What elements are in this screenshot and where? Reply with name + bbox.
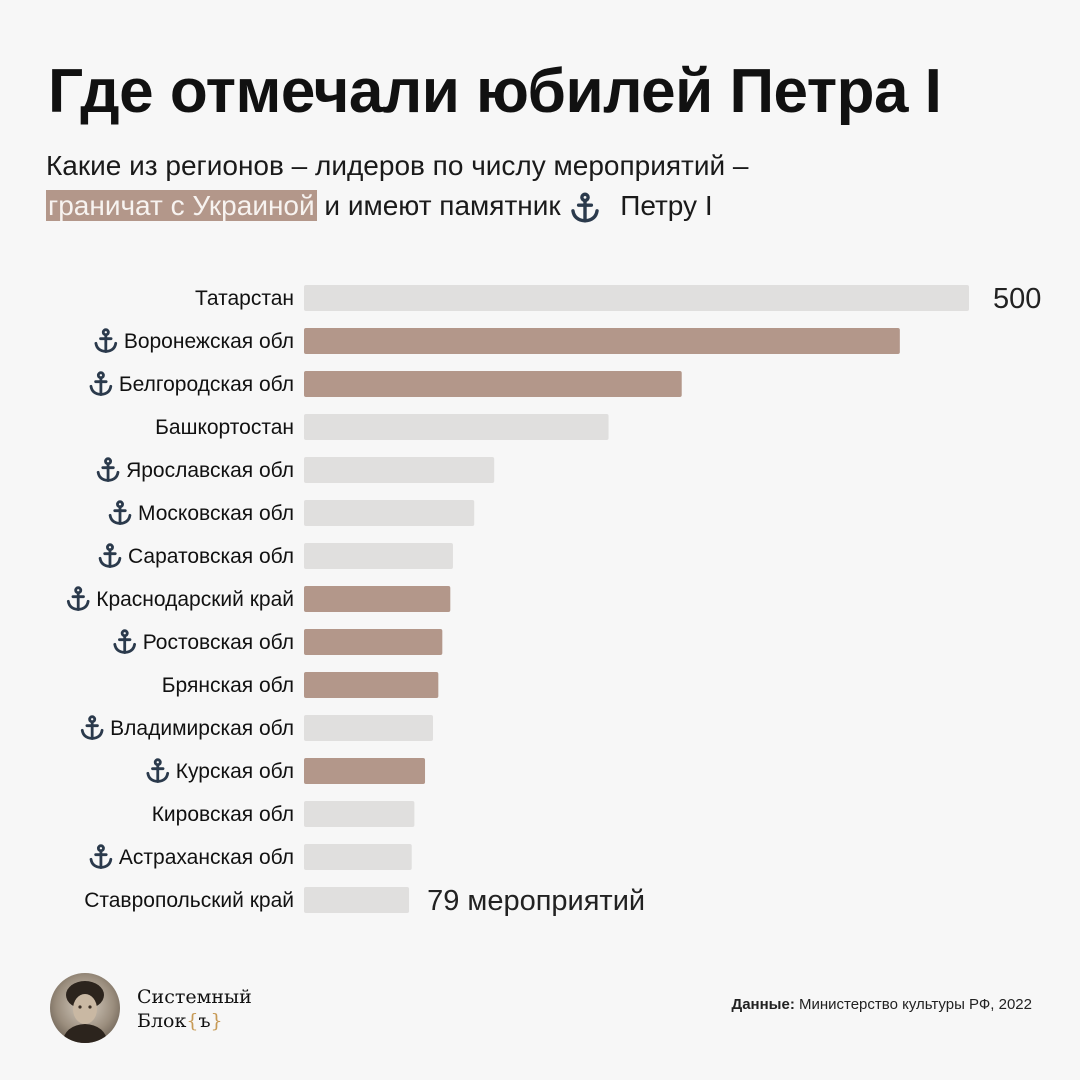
bar xyxy=(304,543,453,569)
source-label: Данные: xyxy=(731,996,795,1013)
bar xyxy=(304,715,434,741)
bar xyxy=(304,371,682,397)
data-label-min: 79 мероприятий xyxy=(427,885,645,917)
bar xyxy=(304,285,969,311)
category-label: Курская обл xyxy=(176,760,294,783)
brand-line-2: Блок{ъ} xyxy=(137,1009,252,1033)
category-label: Ярославская обл xyxy=(126,459,294,482)
category-label: Кировская обл xyxy=(152,803,294,826)
brand-line-1: Системный xyxy=(137,986,252,1008)
highlight-ukraine-border: граничат с Украиной xyxy=(46,190,317,221)
subtitle-end: Петру I xyxy=(620,190,713,221)
brand-letter: ъ xyxy=(198,1010,211,1032)
category-label: Брянская обл xyxy=(162,674,294,697)
chart-title: Где отмечали юбилей Петра I xyxy=(48,57,942,126)
bar xyxy=(304,629,443,655)
bar-chart: Татарстан Воронежская обл Белгородская обл… xyxy=(66,283,1041,917)
anchor-icon xyxy=(96,457,120,482)
bar xyxy=(304,758,426,784)
bar xyxy=(304,328,900,354)
category-label: Ростовская обл xyxy=(143,631,294,654)
category-label: Московская обл xyxy=(138,502,294,525)
subtitle-mid: и имеют памятник xyxy=(316,190,569,221)
bar xyxy=(304,414,609,440)
portrait-icon xyxy=(62,981,108,1043)
brand-brace-open: { xyxy=(186,1010,199,1032)
subtitle-line-1: Какие из регионов – лидеров по числу мер… xyxy=(46,150,749,181)
category-label: Белгородская обл xyxy=(119,373,294,396)
category-label: Краснодарский край xyxy=(96,588,294,611)
anchor-icon xyxy=(113,629,137,654)
anchor-icon xyxy=(80,715,104,740)
bar xyxy=(304,844,412,870)
avatar xyxy=(50,973,120,1043)
category-label: Воронежская обл xyxy=(124,330,294,353)
bar xyxy=(304,457,495,483)
data-source: Данные: Министерство культуры РФ, 2022 xyxy=(732,996,1032,1013)
category-label: Татарстан xyxy=(195,287,294,310)
anchor-icon xyxy=(146,758,170,783)
data-label-max: 500 xyxy=(993,283,1041,315)
brand-logo-text: Системный Блок{ъ} xyxy=(137,985,252,1033)
bar xyxy=(304,500,475,526)
anchor-icon xyxy=(66,586,90,611)
anchor-icon xyxy=(89,371,113,396)
bar xyxy=(304,801,415,827)
category-label: Ставропольский край xyxy=(84,889,294,912)
category-label: Астраханская обл xyxy=(119,846,294,869)
bar xyxy=(304,672,439,698)
category-label: Башкортостан xyxy=(155,416,294,439)
source-text: Министерство культуры РФ, 2022 xyxy=(794,996,1032,1013)
subtitle-line-2: граничат с Украиной и имеют памятник Пет… xyxy=(46,186,749,226)
category-label: Владимирская обл xyxy=(110,717,294,740)
anchor-icon xyxy=(94,328,118,353)
anchor-icon xyxy=(108,500,132,525)
anchor-icon xyxy=(571,192,600,223)
anchor-icon xyxy=(98,543,122,568)
brand-word: Блок xyxy=(137,1010,187,1032)
bar xyxy=(304,586,451,612)
anchor-icon xyxy=(89,844,113,869)
category-label: Саратовская обл xyxy=(128,545,294,568)
bar xyxy=(304,887,410,913)
brand-brace-close: } xyxy=(210,1010,223,1032)
chart-subtitle: Какие из регионов – лидеров по числу мер… xyxy=(46,146,749,226)
